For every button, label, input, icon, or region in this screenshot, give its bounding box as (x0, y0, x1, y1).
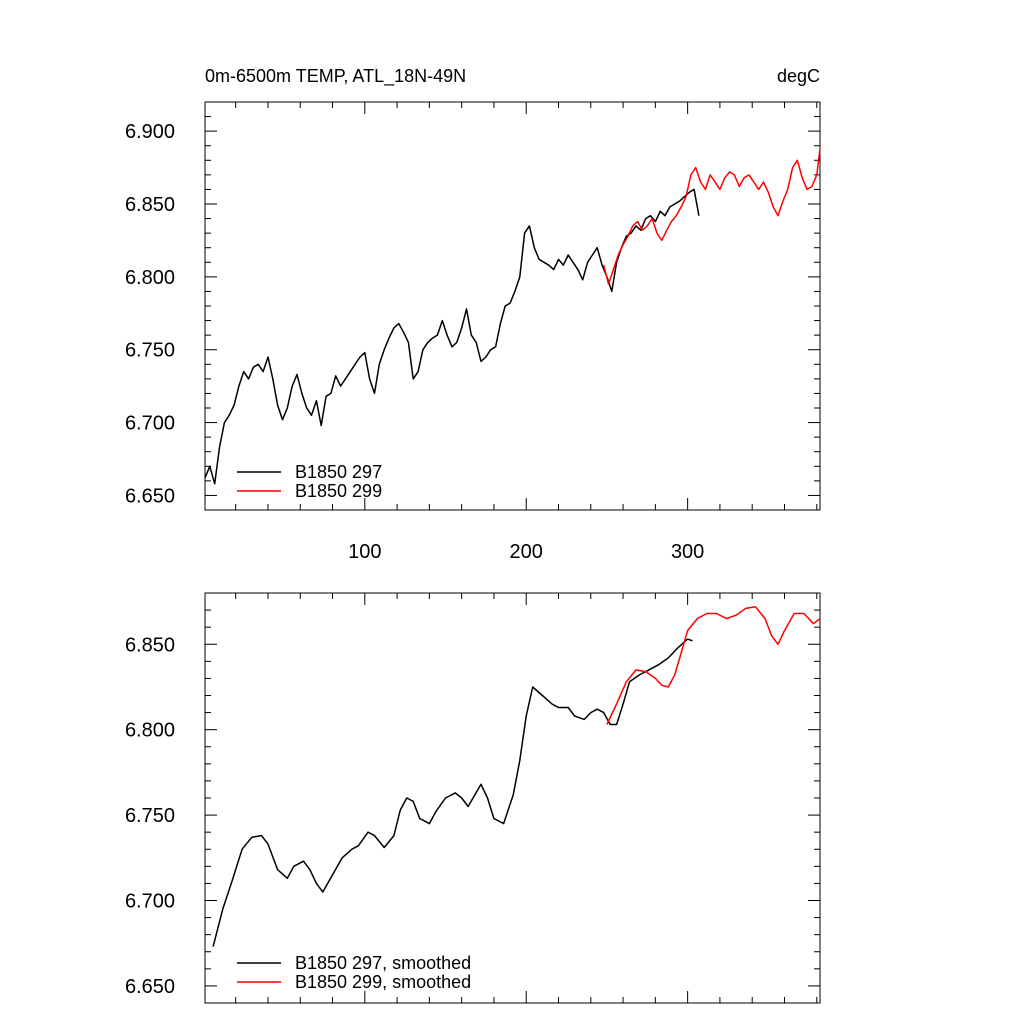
series-line-b1850-297 (204, 188, 700, 485)
y-tick-label: 6.700 (125, 891, 175, 913)
y-tick-label: 6.750 (125, 805, 175, 827)
y-tick-label: 6.650 (125, 976, 175, 998)
series-line-b1850-297 (212, 638, 693, 947)
legend-label: B1850 299, smoothed (295, 972, 471, 992)
y-tick-label: 6.800 (125, 267, 175, 289)
y-tick-label: 6.650 (125, 485, 175, 507)
title-left: 0m-6500m TEMP, ATL_18N-49N (205, 66, 466, 87)
y-tick-label: 6.700 (125, 413, 175, 435)
top-panel: 6.650 6.700 6.750 6.800 6.850 6.900 100 200 300 B… (125, 101, 821, 563)
legend-label: B1850 299 (295, 481, 382, 501)
y-tick-label: 6.750 (125, 340, 175, 362)
title-right: degC (777, 66, 820, 86)
legend-label: B1850 297 (295, 462, 382, 482)
series-line-b1850-299 (606, 605, 821, 725)
y-tick-label: 6.800 (125, 720, 175, 742)
x-tick-label: 100 (348, 541, 381, 563)
y-tick-label: 6.900 (125, 121, 175, 143)
legend-label: B1850 297, smoothed (295, 953, 471, 973)
y-tick-label: 6.850 (125, 194, 175, 216)
y-tick-label: 6.850 (125, 634, 175, 656)
x-tick-label: 300 (671, 541, 704, 563)
x-tick-label: 200 (510, 541, 543, 563)
plot-frame (204, 101, 821, 511)
bottom-panel: 6.650 6.700 6.750 6.800 6.850 B1850 297, smoo… (125, 592, 821, 1004)
series-line-b1850-299 (602, 148, 821, 285)
